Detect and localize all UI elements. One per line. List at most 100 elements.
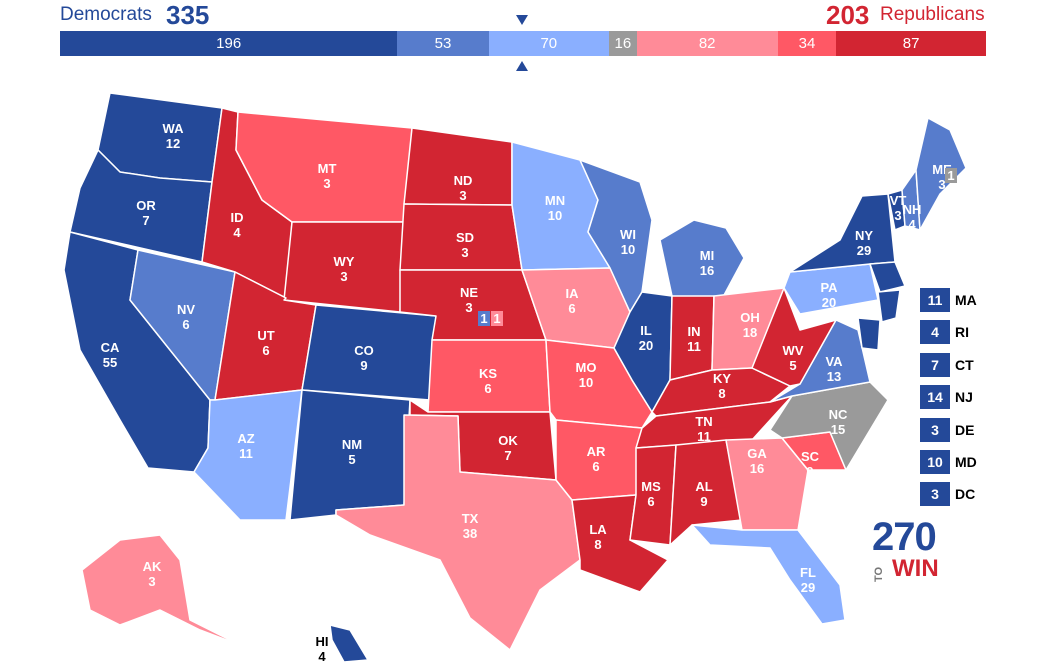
state-sd-ev: 3 bbox=[461, 245, 468, 260]
state-va-ev: 13 bbox=[827, 369, 841, 384]
state-al[interactable] bbox=[669, 439, 743, 546]
state-mo-abbr: MO bbox=[576, 360, 597, 375]
state-al-abbr: AL bbox=[695, 479, 712, 494]
state-hi-abbr: HI bbox=[316, 634, 329, 649]
small-state-dc[interactable]: 3 DC bbox=[920, 482, 1010, 507]
state-ok-abbr: OK bbox=[498, 433, 518, 448]
state-nd-abbr: ND bbox=[454, 173, 473, 188]
state-va-abbr: VA bbox=[825, 354, 843, 369]
state-pa[interactable] bbox=[783, 263, 879, 315]
state-in-ev: 11 bbox=[687, 339, 701, 354]
state-az-ev: 11 bbox=[239, 446, 253, 461]
map-md-de-area[interactable] bbox=[857, 317, 881, 351]
ne-district-2-box[interactable] bbox=[491, 311, 503, 326]
small-state-de[interactable]: 3 DE bbox=[920, 417, 1010, 442]
small-state-ri-label: RI bbox=[955, 324, 969, 341]
state-ms-abbr: MS bbox=[641, 479, 661, 494]
ne-district-2-value: 1 bbox=[493, 311, 500, 326]
state-mt-ev: 3 bbox=[323, 176, 330, 191]
small-state-dc-label: DC bbox=[955, 486, 976, 503]
state-me[interactable] bbox=[915, 117, 967, 231]
state-la-abbr: LA bbox=[589, 522, 607, 537]
bar-segment-safe-r: 87 bbox=[836, 31, 986, 56]
state-or-ev: 7 bbox=[142, 213, 149, 228]
state-wv-ev: 5 bbox=[789, 358, 796, 373]
state-oh-ev: 18 bbox=[743, 325, 757, 340]
state-co-abbr: CO bbox=[354, 343, 374, 358]
state-sc-ev: 9 bbox=[806, 464, 813, 479]
electoral-vote-bar: 196 53 70 16 82 34 87 bbox=[60, 31, 986, 56]
state-ut-abbr: UT bbox=[257, 328, 274, 343]
ne-district-1-box[interactable] bbox=[478, 311, 490, 326]
small-state-md[interactable]: 10 MD bbox=[920, 450, 1010, 474]
state-tn-abbr: TN bbox=[695, 414, 712, 429]
state-ga[interactable] bbox=[725, 437, 809, 531]
state-il-ev: 20 bbox=[639, 338, 653, 353]
state-ar-ev: 6 bbox=[592, 459, 599, 474]
state-ut-ev: 6 bbox=[262, 343, 269, 358]
small-state-ma-ev: 11 bbox=[920, 288, 950, 312]
state-ms-ev: 6 bbox=[647, 494, 654, 509]
me-district-box[interactable] bbox=[945, 168, 957, 183]
state-fl[interactable] bbox=[691, 524, 846, 625]
state-ia-ev: 6 bbox=[568, 301, 575, 316]
state-mt-abbr: MT bbox=[318, 161, 337, 176]
state-ny-ev: 29 bbox=[857, 243, 871, 258]
state-il-abbr: IL bbox=[640, 323, 652, 338]
state-wa-ev: 12 bbox=[166, 136, 180, 151]
state-mo-ev: 10 bbox=[579, 375, 593, 390]
me-district-value: 1 bbox=[947, 168, 954, 183]
state-ak[interactable] bbox=[81, 534, 241, 646]
state-hi-ev: 4 bbox=[318, 649, 326, 664]
map-nj-area[interactable] bbox=[877, 289, 901, 323]
state-ny[interactable] bbox=[789, 193, 896, 273]
state-ky-abbr: KY bbox=[713, 371, 731, 386]
bar-segment-lean-d: 70 bbox=[488, 31, 610, 56]
state-hi[interactable] bbox=[329, 624, 369, 663]
small-state-md-ev: 10 bbox=[920, 450, 950, 474]
state-mi-ev: 16 bbox=[700, 263, 714, 278]
state-id-ev: 4 bbox=[233, 225, 241, 240]
state-nh-abbr: NH bbox=[903, 202, 922, 217]
state-ga-abbr: GA bbox=[747, 446, 767, 461]
state-ar-abbr: AR bbox=[587, 444, 606, 459]
logo-to: TO bbox=[873, 566, 885, 582]
state-wy-abbr: WY bbox=[334, 254, 355, 269]
small-state-nj[interactable]: 14 NJ bbox=[920, 385, 1010, 410]
state-tx[interactable] bbox=[335, 414, 581, 651]
ne-district-1-value: 1 bbox=[480, 311, 487, 326]
state-in-abbr: IN bbox=[688, 324, 701, 339]
state-ks-ev: 6 bbox=[484, 381, 491, 396]
state-ne-ev: 3 bbox=[465, 300, 472, 315]
state-az-abbr: AZ bbox=[237, 431, 254, 446]
state-ms[interactable] bbox=[629, 444, 677, 546]
logo-win: WIN bbox=[892, 555, 939, 582]
small-state-ma[interactable]: 11 MA bbox=[920, 288, 1010, 312]
state-co-ev: 9 bbox=[360, 358, 367, 373]
bar-segment-likely-r: 34 bbox=[777, 31, 837, 56]
state-tx-abbr: TX bbox=[462, 511, 479, 526]
bar-segment-safe-d: 196 bbox=[60, 31, 398, 56]
state-fl-ev: 29 bbox=[801, 580, 815, 595]
270towin-logo: 270 TO WIN bbox=[872, 516, 944, 582]
threshold-marker-top-icon bbox=[516, 15, 528, 25]
state-nd[interactable] bbox=[403, 127, 513, 206]
threshold-marker-bottom-icon bbox=[516, 61, 528, 71]
state-mn-ev: 10 bbox=[548, 208, 562, 223]
small-state-ma-label: MA bbox=[955, 292, 977, 308]
state-ia-abbr: IA bbox=[566, 286, 580, 301]
small-state-ct-label: CT bbox=[955, 356, 974, 373]
map-ma-ct-area[interactable] bbox=[869, 261, 906, 293]
state-la-ev: 8 bbox=[594, 537, 601, 552]
state-tx-ev: 38 bbox=[463, 526, 477, 541]
small-state-ri[interactable]: 4 RI bbox=[920, 320, 1010, 345]
small-state-ct[interactable]: 7 CT bbox=[920, 352, 1010, 377]
republicans-total: 203 bbox=[826, 0, 870, 30]
state-nv-abbr: NV bbox=[177, 302, 195, 317]
state-mi-abbr: MI bbox=[700, 248, 714, 263]
democrats-total: 335 bbox=[166, 0, 210, 30]
bar-segment-likely-d: 53 bbox=[397, 31, 489, 56]
state-wa-abbr: WA bbox=[163, 121, 185, 136]
logo-number: 270 bbox=[872, 515, 937, 559]
